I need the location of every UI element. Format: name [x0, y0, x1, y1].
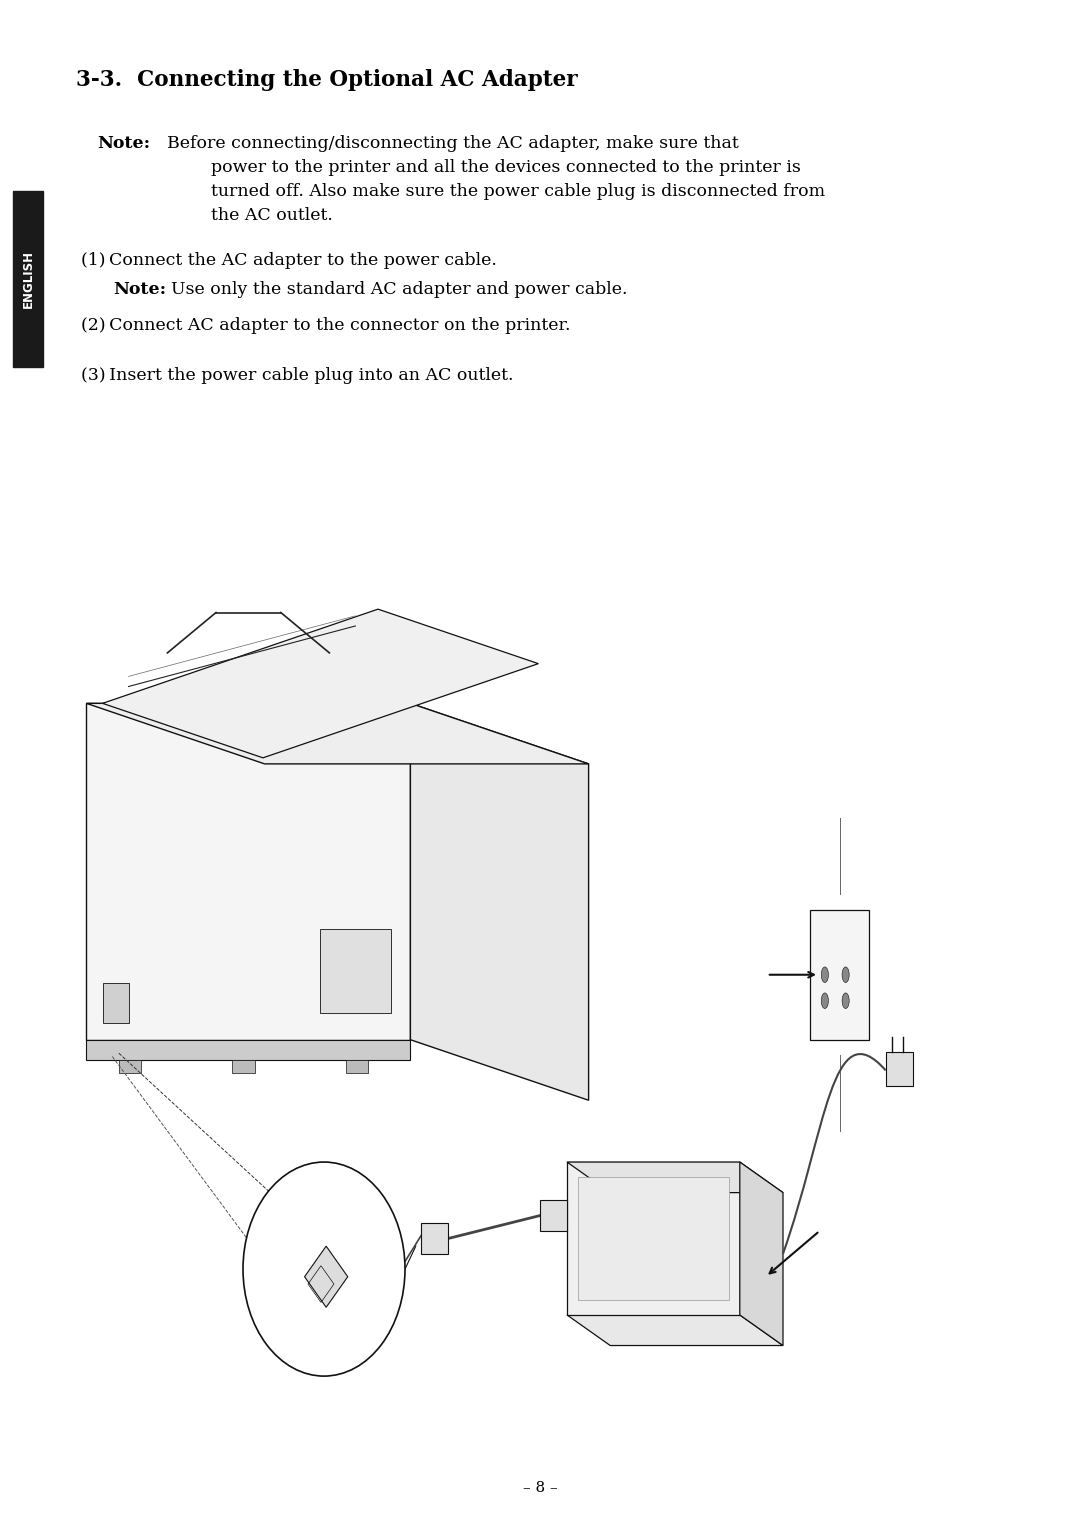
Polygon shape — [103, 983, 129, 1023]
Text: Note:: Note: — [113, 281, 166, 298]
Text: 3-3.  Connecting the Optional AC Adapter: 3-3. Connecting the Optional AC Adapter — [76, 69, 577, 90]
Ellipse shape — [821, 992, 828, 1009]
Ellipse shape — [842, 966, 849, 983]
Text: Use only the standard AC adapter and power cable.: Use only the standard AC adapter and pow… — [171, 281, 627, 298]
Text: ENGLISH: ENGLISH — [22, 251, 35, 307]
FancyBboxPatch shape — [13, 191, 43, 367]
Polygon shape — [421, 1223, 448, 1254]
FancyBboxPatch shape — [320, 928, 391, 1012]
Polygon shape — [119, 1060, 141, 1073]
Text: Before connecting/disconnecting the AC adapter, make sure that
        power to : Before connecting/disconnecting the AC a… — [167, 135, 825, 225]
Polygon shape — [567, 1315, 783, 1346]
Ellipse shape — [243, 1162, 405, 1376]
Ellipse shape — [821, 966, 828, 983]
Polygon shape — [886, 1052, 913, 1086]
Polygon shape — [103, 609, 539, 758]
Polygon shape — [86, 703, 589, 764]
Polygon shape — [810, 910, 869, 1040]
Text: (2) Connect AC adapter to the connector on the printer.: (2) Connect AC adapter to the connector … — [81, 317, 570, 333]
Polygon shape — [740, 1162, 783, 1346]
Polygon shape — [567, 1162, 740, 1315]
Polygon shape — [305, 1246, 348, 1307]
Polygon shape — [232, 1060, 255, 1073]
Polygon shape — [410, 703, 589, 1101]
Ellipse shape — [842, 992, 849, 1009]
Polygon shape — [86, 703, 410, 1040]
Polygon shape — [567, 1162, 783, 1193]
Text: (3) Insert the power cable plug into an AC outlet.: (3) Insert the power cable plug into an … — [81, 367, 513, 384]
Polygon shape — [86, 1040, 410, 1060]
Polygon shape — [540, 1200, 567, 1231]
Polygon shape — [346, 1060, 368, 1073]
Text: – 8 –: – 8 – — [523, 1482, 557, 1495]
Text: (1) Connect the AC adapter to the power cable.: (1) Connect the AC adapter to the power … — [81, 252, 497, 269]
FancyBboxPatch shape — [578, 1177, 729, 1300]
Text: Note:: Note: — [97, 135, 150, 151]
